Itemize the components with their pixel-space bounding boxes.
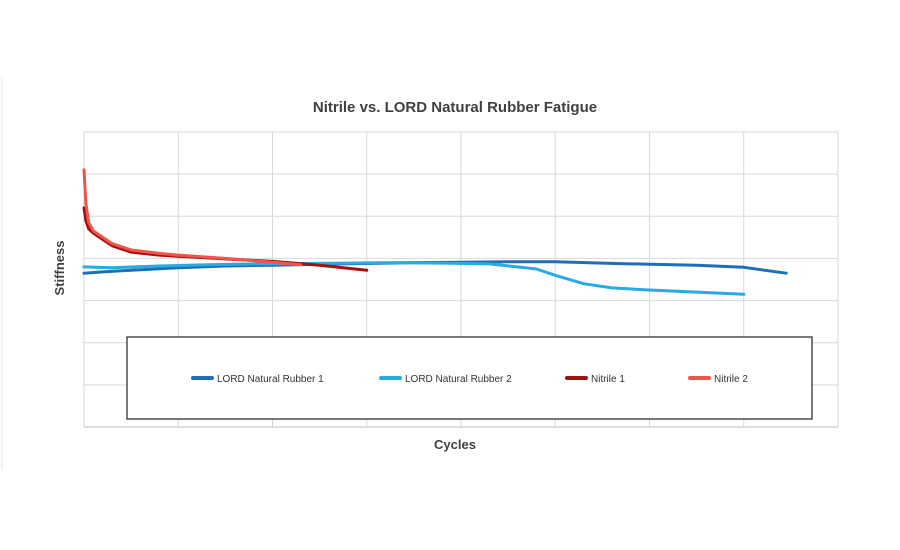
chart-title: Nitrile vs. LORD Natural Rubber Fatigue	[313, 99, 597, 116]
legend-item: Nitrile 1	[565, 374, 625, 385]
legend-item: Nitrile 2	[688, 374, 748, 385]
legend: LORD Natural Rubber 1 LORD Natural Rubbe…	[126, 336, 813, 420]
legend-label: LORD Natural Rubber 2	[405, 374, 512, 385]
x-axis-label: Cycles	[434, 437, 476, 452]
legend-label: LORD Natural Rubber 1	[217, 374, 324, 385]
legend-label: Nitrile 2	[714, 374, 748, 385]
series-line	[82, 206, 369, 272]
series-line	[82, 261, 746, 296]
y-axis-label: Stiffness	[52, 241, 67, 296]
legend-item: LORD Natural Rubber 1	[191, 374, 324, 385]
legend-label: Nitrile 1	[591, 374, 625, 385]
legend-item: LORD Natural Rubber 2	[379, 374, 512, 385]
series-line	[82, 168, 303, 267]
